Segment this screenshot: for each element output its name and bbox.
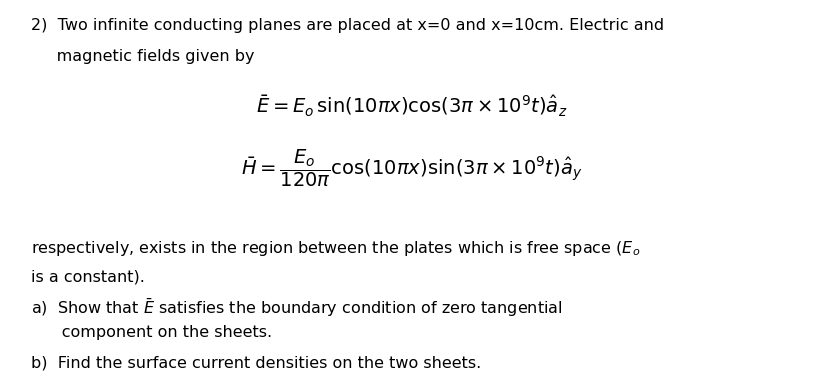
Text: component on the sheets.: component on the sheets. [31, 325, 273, 339]
Text: a)  Show that $\bar{E}$ satisfies the boundary condition of zero tangential: a) Show that $\bar{E}$ satisfies the bou… [31, 297, 563, 319]
Text: 2)  Two infinite conducting planes are placed at x=0 and x=10cm. Electric and: 2) Two infinite conducting planes are pl… [31, 18, 664, 32]
Text: b)  Find the surface current densities on the two sheets.: b) Find the surface current densities on… [31, 356, 481, 371]
Text: respectively, exists in the region between the plates which is free space ($E_o$: respectively, exists in the region betwe… [31, 239, 640, 258]
Text: $\bar{H} = \dfrac{E_o}{120\pi}\cos(10\pi x)\sin\!\left(3\pi\times 10^9 t\right)\: $\bar{H} = \dfrac{E_o}{120\pi}\cos(10\pi… [241, 147, 583, 189]
Text: $\bar{E} = E_o\,\sin(10\pi x)\cos\!\left(3\pi\times 10^9 t\right)\hat{a}_z$: $\bar{E} = E_o\,\sin(10\pi x)\cos\!\left… [256, 94, 568, 119]
Text: magnetic fields given by: magnetic fields given by [31, 49, 255, 64]
Text: is a constant).: is a constant). [31, 270, 145, 285]
